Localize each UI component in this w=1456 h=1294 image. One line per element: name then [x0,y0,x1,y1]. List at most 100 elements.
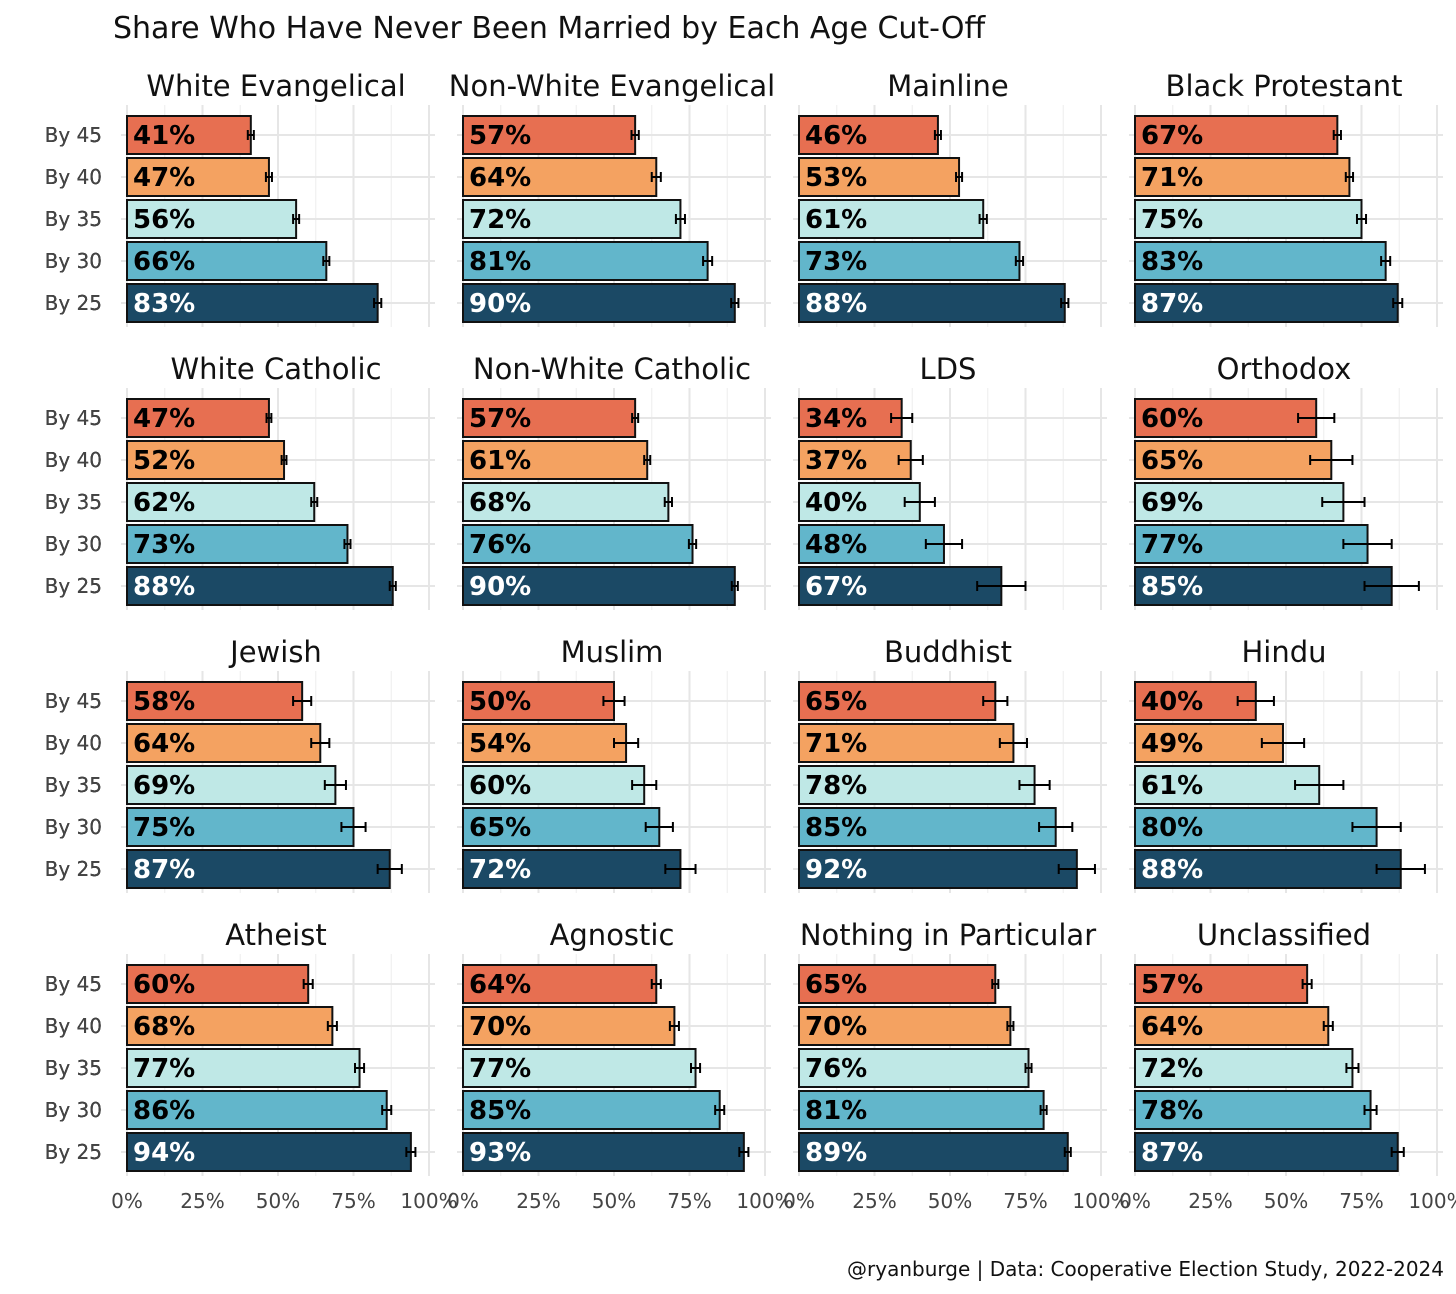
x-tick-label: 25% [852,1189,896,1213]
y-axis-label: By 30 [45,532,102,556]
bar-by-30 [1134,241,1387,281]
y-axis-label: By 25 [45,857,102,881]
bar-value-label: 46% [805,121,867,151]
y-axis-label: By 30 [45,532,102,556]
bar-value-label: 73% [133,530,195,560]
x-tick-label: 50% [592,1189,636,1213]
panel-title: Agnostic [550,918,675,952]
y-axis-label: By 40 [45,165,102,189]
bar-value-label: 37% [805,446,867,476]
bar-value-label: 61% [805,205,867,235]
bar-by-40 [126,157,270,197]
bar-value-label: 77% [1141,530,1203,560]
y-axis-label: By 25 [45,1140,102,1164]
bar-value-label: 62% [133,488,195,518]
bar-by-40 [126,723,322,763]
x-tick-label: 0% [783,1189,815,1213]
y-axis-label: By 40 [45,731,102,755]
bar-by-25 [798,1132,1069,1172]
bar-value-label: 81% [469,247,531,277]
panel-title: Unclassified [1197,918,1371,952]
y-axis-label: By 25 [45,291,102,315]
x-tick-label: 100% [736,1189,793,1213]
bar-by-35 [126,1048,361,1088]
panel-nothing-in-particular: Nothing in Particular 65% By 45 70% By 40 76%… [45,918,1130,1213]
bar-by-45 [126,398,270,438]
x-tick-label: 50% [928,1189,972,1213]
bar-value-label: 60% [133,970,195,1000]
x-tick-label: 100% [1408,1189,1456,1213]
bar-by-45 [126,681,304,721]
y-axis-label: By 25 [45,1140,102,1164]
x-tick-label: 0% [111,1189,143,1213]
bar-value-label: 89% [805,1138,867,1168]
x-tick-label: 50% [256,1189,300,1213]
bar-by-30 [126,241,328,281]
bar-by-30 [126,1090,388,1130]
y-axis-label: By 45 [45,972,102,996]
y-axis-label: By 45 [45,689,102,713]
bar-value-label: 75% [1141,205,1203,235]
bar-value-label: 86% [133,1096,195,1126]
bar-by-40 [1134,1006,1330,1046]
bar-by-40 [462,723,628,763]
y-axis-label: By 30 [45,815,102,839]
y-axis-label: By 35 [45,1056,102,1080]
panel-hindu: Hindu 40% By 45 49% By 40 61% By 35 80% By 30 88%… [45,635,1443,893]
y-axis-label: By 35 [45,490,102,514]
panel-jewish: Jewish 58% By 45 64% By 40 69% By 35 75% By 30 87… [45,635,435,893]
y-axis-label: By 40 [45,1014,102,1038]
bar-value-label: 78% [1141,1096,1203,1126]
y-axis-label: By 30 [45,1098,102,1122]
panel-title: LDS [920,352,977,386]
y-axis-label: By 25 [45,1140,102,1164]
bar-value-label: 76% [469,530,531,560]
bar-by-45 [1134,964,1309,1004]
panels-grid: White Evangelical 41% By 45 47% By 40 56% By 3… [45,69,1456,1213]
bar-value-label: 40% [1141,687,1203,717]
y-axis-label: By 45 [45,123,102,147]
bar-by-30 [462,807,661,847]
bar-value-label: 65% [1141,446,1203,476]
bar-value-label: 48% [805,530,867,560]
bar-value-label: 61% [1141,771,1203,801]
bar-value-label: 49% [1141,729,1203,759]
bar-by-45 [462,964,658,1004]
bar-by-25 [798,283,1066,323]
bar-value-label: 85% [469,1096,531,1126]
panel-non-white-catholic: Non-White Catholic 57% By 45 61% By 40 68% By … [45,352,771,610]
bar-by-30 [1134,807,1378,847]
x-tick-label: 0% [447,1189,479,1213]
bar-value-label: 65% [805,970,867,1000]
panel-title: White Catholic [170,352,381,386]
bar-by-35 [462,199,682,239]
y-axis-label: By 45 [45,689,102,713]
y-axis-label: By 25 [45,291,102,315]
y-axis-label: By 40 [45,731,102,755]
panel-muslim: Muslim 50% By 45 54% By 40 60% By 35 65% By 30 72… [45,635,771,893]
y-axis-label: By 35 [45,773,102,797]
panel-title: Muslim [561,635,664,669]
y-axis-label: By 25 [45,574,102,598]
x-tick-label: 50% [1264,1189,1308,1213]
bar-by-35 [1134,199,1363,239]
bar-value-label: 60% [469,771,531,801]
x-tick-label: 0% [1119,1189,1151,1213]
bar-value-label: 41% [133,121,195,151]
bar-value-label: 69% [1141,488,1203,518]
bar-value-label: 93% [469,1138,531,1168]
bar-value-label: 70% [805,1012,867,1042]
chart-title: Share Who Have Never Been Married by Eac… [113,11,986,46]
y-axis-label: By 45 [45,406,102,430]
bar-by-40 [462,1006,676,1046]
bar-value-label: 70% [469,1012,531,1042]
y-axis-label: By 35 [45,207,102,231]
bar-value-label: 72% [469,855,531,885]
y-axis-label: By 30 [45,249,102,273]
panel-white-catholic: White Catholic 47% By 45 52% By 40 62% By 35 73… [45,352,435,610]
bar-by-45 [798,115,939,155]
y-axis-label: By 30 [45,249,102,273]
bar-by-25 [462,283,736,323]
panel-title: White Evangelical [146,69,405,103]
bar-by-35 [462,765,646,805]
